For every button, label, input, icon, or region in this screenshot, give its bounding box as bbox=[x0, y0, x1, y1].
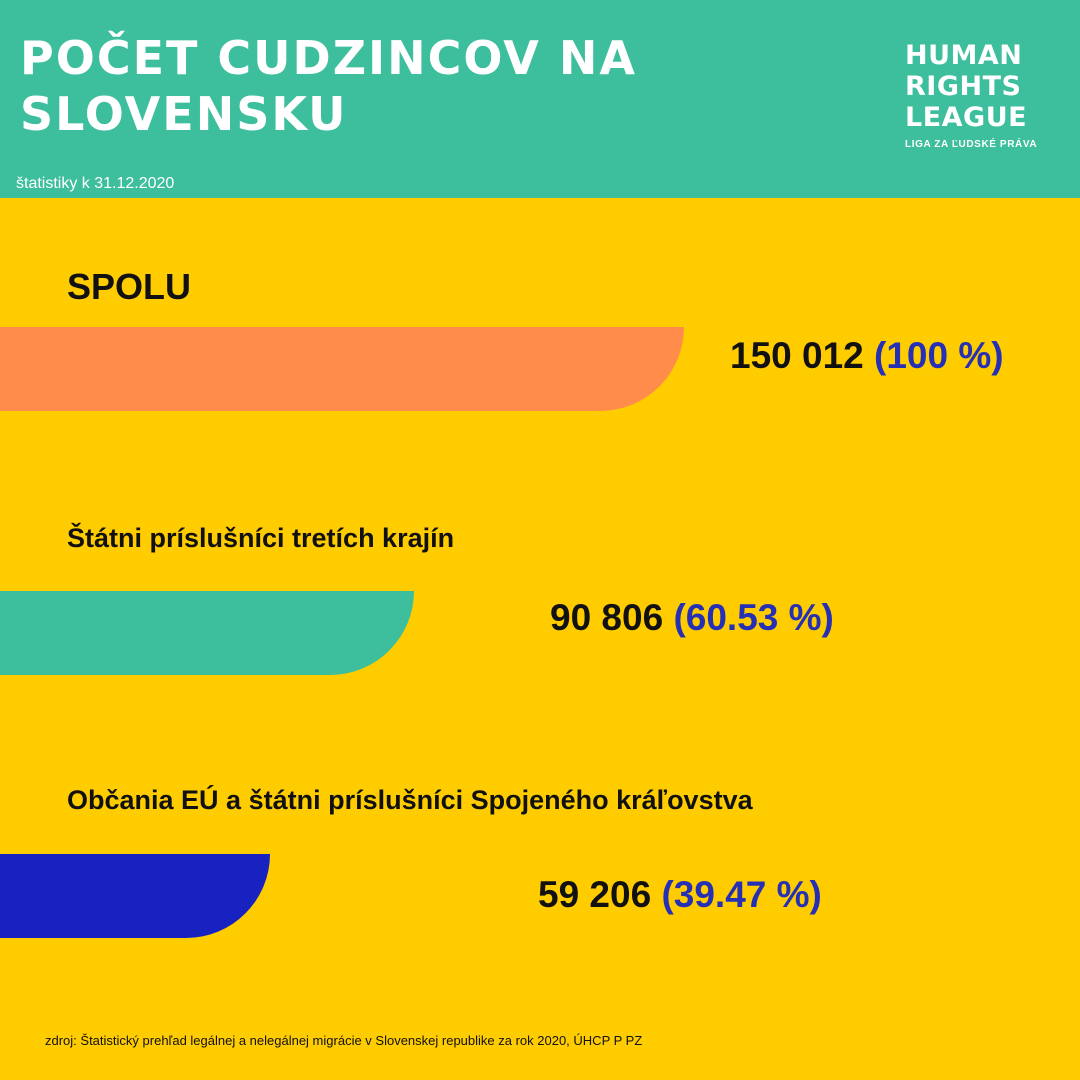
bar-total bbox=[0, 327, 684, 411]
value-percent-third-country: (60.53 %) bbox=[673, 597, 834, 638]
value-number-total: 150 012 bbox=[730, 335, 864, 376]
logo-subline: LIGA ZA ĽUDSKÉ PRÁVA bbox=[905, 139, 1038, 150]
foreigners-bar-chart: SPOLU 150 012 (100 %) Štátni príslušníci… bbox=[0, 198, 1080, 1080]
source-footnote: zdroj: Štatistický prehľad legálnej a ne… bbox=[45, 1033, 643, 1048]
value-label-eu-uk: 59 206 (39.47 %) bbox=[538, 874, 822, 916]
page-title-line-2: SLOVENSKU bbox=[20, 87, 348, 141]
header-banner: POČET CUDZINCOV NA SLOVENSKU štatistiky … bbox=[0, 0, 1080, 198]
logo-line-league: LEAGUE bbox=[905, 102, 1028, 133]
logo-line-rights: RIGHTS bbox=[905, 71, 1022, 102]
logo-line-human: HUMAN bbox=[905, 40, 1023, 71]
page-title: POČET CUDZINCOV NA SLOVENSKU bbox=[20, 30, 780, 142]
value-label-total: 150 012 (100 %) bbox=[730, 335, 1004, 377]
bar-third-country bbox=[0, 591, 414, 675]
value-percent-total: (100 %) bbox=[874, 335, 1004, 376]
page-title-line-1: POČET CUDZINCOV NA bbox=[20, 31, 637, 85]
category-label-third-country: Štátni príslušníci tretích krajín bbox=[67, 523, 455, 553]
value-number-third-country: 90 806 bbox=[550, 597, 664, 638]
category-label-total: SPOLU bbox=[67, 266, 192, 307]
stats-date-subtitle: štatistiky k 31.12.2020 bbox=[16, 175, 175, 192]
human-rights-league-logo: HUMAN RIGHTS LEAGUE LIGA ZA ĽUDSKÉ PRÁVA bbox=[905, 40, 1065, 150]
value-number-eu-uk: 59 206 bbox=[538, 874, 652, 915]
category-label-eu-uk: Občania EÚ a štátni príslušníci Spojenéh… bbox=[67, 785, 753, 815]
value-label-third-country: 90 806 (60.53 %) bbox=[550, 597, 834, 639]
value-percent-eu-uk: (39.47 %) bbox=[661, 874, 822, 915]
bar-eu-uk bbox=[0, 854, 270, 938]
